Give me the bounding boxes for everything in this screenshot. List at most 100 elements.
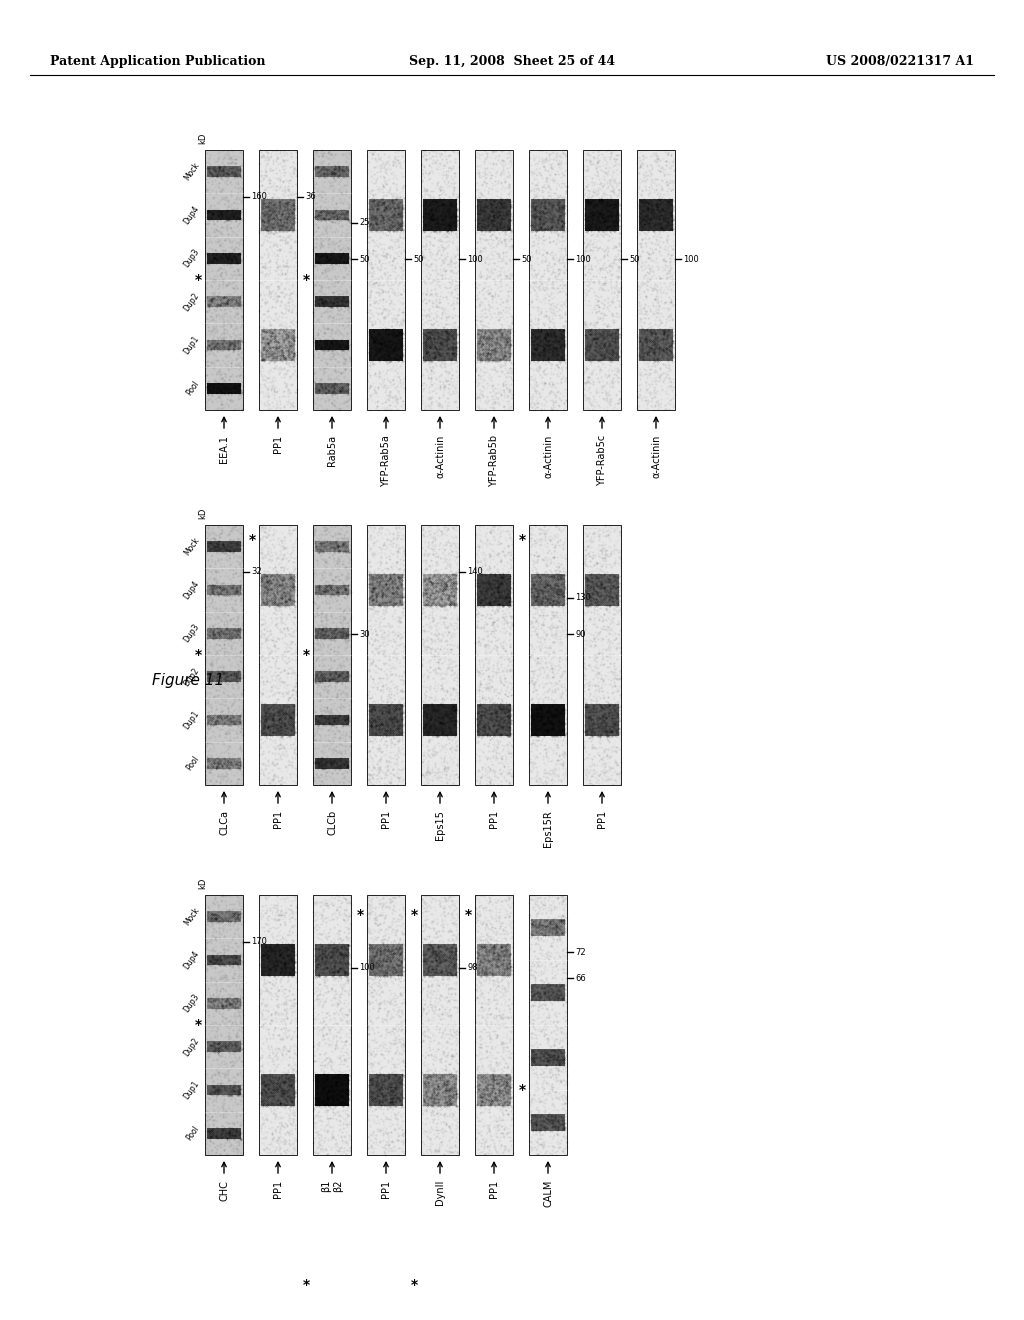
Bar xyxy=(421,150,459,411)
Bar xyxy=(639,329,673,362)
Bar xyxy=(477,704,511,737)
Text: Dup1: Dup1 xyxy=(182,1078,201,1101)
Text: β1
β2: β1 β2 xyxy=(322,1180,343,1192)
Bar xyxy=(475,895,513,1155)
Bar xyxy=(530,704,565,737)
Bar xyxy=(315,714,349,726)
Text: *: * xyxy=(465,908,472,921)
Bar xyxy=(205,150,243,411)
Bar xyxy=(529,895,567,1155)
Text: YFP-Rab5b: YFP-Rab5b xyxy=(489,436,499,487)
Text: Eps15R: Eps15R xyxy=(543,810,553,846)
Text: Dup4: Dup4 xyxy=(182,579,201,601)
Text: PP1: PP1 xyxy=(273,1180,283,1199)
Bar xyxy=(315,253,349,264)
Text: *: * xyxy=(303,273,310,286)
Bar xyxy=(367,150,406,411)
Bar xyxy=(207,210,241,220)
Bar xyxy=(207,758,241,768)
Text: kD: kD xyxy=(199,132,208,144)
Bar xyxy=(207,1041,241,1052)
Text: *: * xyxy=(519,533,526,546)
Text: 90: 90 xyxy=(575,630,586,639)
Text: CALM: CALM xyxy=(543,1180,553,1208)
Bar xyxy=(369,1073,403,1106)
Text: 50: 50 xyxy=(521,255,531,264)
Bar xyxy=(583,525,621,785)
Bar xyxy=(207,253,241,264)
Text: *: * xyxy=(303,1278,310,1292)
Bar xyxy=(477,574,511,606)
Bar xyxy=(207,628,241,639)
Text: YFP-Rab5c: YFP-Rab5c xyxy=(597,436,607,486)
Bar xyxy=(367,895,406,1155)
Text: PP1: PP1 xyxy=(381,1180,391,1199)
Bar xyxy=(313,150,351,411)
Text: EEA.1: EEA.1 xyxy=(219,436,229,463)
Text: Rab5a: Rab5a xyxy=(327,436,337,466)
Text: PP1: PP1 xyxy=(273,810,283,828)
Text: 100: 100 xyxy=(683,255,698,264)
Bar xyxy=(475,525,513,785)
Bar xyxy=(261,704,295,737)
Bar xyxy=(477,199,511,231)
Bar xyxy=(637,150,675,411)
Bar xyxy=(421,525,459,785)
Text: Eps15: Eps15 xyxy=(435,810,445,840)
Text: 30: 30 xyxy=(359,630,370,639)
Bar xyxy=(315,628,349,639)
Bar xyxy=(369,574,403,606)
Bar xyxy=(369,199,403,231)
Bar xyxy=(421,895,459,1155)
Bar xyxy=(313,895,351,1155)
Text: CLCb: CLCb xyxy=(327,810,337,836)
Bar xyxy=(261,574,295,606)
Bar xyxy=(369,329,403,362)
Text: *: * xyxy=(195,1018,202,1032)
Text: 98: 98 xyxy=(467,964,477,973)
Bar xyxy=(261,329,295,362)
Bar xyxy=(315,1073,349,1106)
Bar xyxy=(423,944,457,977)
Bar xyxy=(423,704,457,737)
Bar xyxy=(313,525,351,785)
Bar xyxy=(207,339,241,350)
Bar xyxy=(369,704,403,737)
Bar xyxy=(315,383,349,393)
Text: 50: 50 xyxy=(359,255,370,264)
Text: DynII: DynII xyxy=(435,1180,445,1205)
Text: Dup1: Dup1 xyxy=(182,334,201,356)
Text: kD: kD xyxy=(199,508,208,519)
Text: Dup3: Dup3 xyxy=(182,622,201,644)
Bar xyxy=(207,1085,241,1096)
Text: PP1: PP1 xyxy=(489,1180,499,1199)
Bar xyxy=(477,944,511,977)
Bar xyxy=(261,199,295,231)
Text: 36: 36 xyxy=(305,193,315,201)
Bar xyxy=(207,296,241,308)
Text: Patent Application Publication: Patent Application Publication xyxy=(50,55,265,69)
Bar xyxy=(205,895,243,1155)
Bar xyxy=(315,585,349,595)
Text: Dup2: Dup2 xyxy=(182,290,201,313)
Text: 66: 66 xyxy=(575,974,586,982)
Text: 170: 170 xyxy=(251,937,267,946)
Text: α-Actinin: α-Actinin xyxy=(543,436,553,478)
Bar xyxy=(315,944,349,977)
Text: 160: 160 xyxy=(251,193,267,201)
Bar xyxy=(207,954,241,965)
Bar xyxy=(207,1127,241,1139)
Text: Pool: Pool xyxy=(184,1125,201,1142)
Text: Dup1: Dup1 xyxy=(182,709,201,731)
Text: Mock: Mock xyxy=(182,161,201,182)
Text: 32: 32 xyxy=(251,568,261,577)
Text: 130: 130 xyxy=(575,593,591,602)
Bar xyxy=(530,574,565,606)
Bar xyxy=(477,1073,511,1106)
Text: *: * xyxy=(519,1082,526,1097)
Bar xyxy=(423,199,457,231)
Text: PP1: PP1 xyxy=(273,436,283,453)
Text: Figure 11: Figure 11 xyxy=(152,672,224,688)
Bar xyxy=(369,944,403,977)
Bar xyxy=(367,525,406,785)
